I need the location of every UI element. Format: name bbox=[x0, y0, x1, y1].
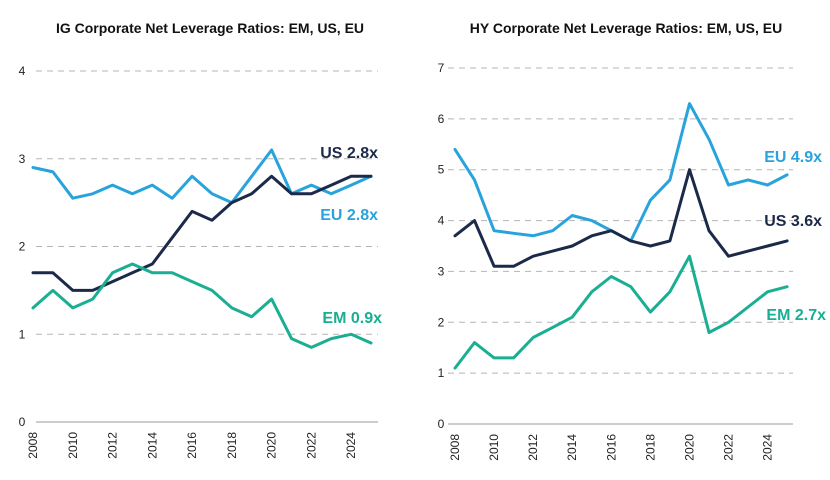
hy-chart-title: HY Corporate Net Leverage Ratios: EM, US… bbox=[470, 20, 782, 36]
hy-y-tick-label: 1 bbox=[438, 366, 445, 380]
ig-x-tick-label: 2020 bbox=[265, 432, 279, 459]
ig-y-axis-ticks: 0 1 2 3 4 bbox=[19, 64, 26, 429]
ig-x-tick-label: 2010 bbox=[66, 432, 80, 459]
hy-x-tick-label: 2014 bbox=[565, 434, 579, 461]
ig-series bbox=[31, 148, 373, 349]
ig-x-tick-label: 2016 bbox=[185, 432, 199, 459]
ig-chart-title: IG Corporate Net Leverage Ratios: EM, US… bbox=[56, 20, 364, 36]
ig-eu-label: EU 2.8x bbox=[320, 207, 378, 224]
hy-em-line bbox=[453, 254, 789, 370]
hy-y-tick-label: 0 bbox=[438, 417, 445, 431]
hy-y-tick-label: 3 bbox=[438, 264, 445, 278]
ig-em-label: EM 0.9x bbox=[322, 310, 382, 327]
hy-y-tick-label: 5 bbox=[438, 163, 445, 177]
hy-x-axis-ticks: 2008 2010 2012 2014 2016 2018 2020 2022 2024 bbox=[448, 434, 775, 461]
hy-leverage-chart: HY Corporate Net Leverage Ratios: EM, US… bbox=[438, 20, 826, 461]
ig-y-tick-label: 1 bbox=[19, 327, 26, 341]
hy-x-tick-label: 2024 bbox=[761, 434, 775, 461]
ig-us-label: US 2.8x bbox=[320, 145, 378, 162]
ig-x-tick-label: 2024 bbox=[344, 432, 358, 459]
ig-em-line bbox=[31, 262, 373, 349]
ig-eu-line bbox=[31, 148, 373, 205]
ig-leverage-chart: IG Corporate Net Leverage Ratios: EM, US… bbox=[19, 20, 382, 459]
ig-y-tick-label: 2 bbox=[19, 240, 26, 254]
ig-us-line bbox=[31, 174, 373, 292]
ig-y-tick-label: 4 bbox=[19, 64, 26, 78]
ig-y-tick-label: 3 bbox=[19, 152, 26, 166]
hy-us-line bbox=[453, 168, 789, 268]
hy-eu-label: EU 4.9x bbox=[764, 149, 822, 166]
hy-x-tick-label: 2020 bbox=[682, 434, 696, 461]
hy-series bbox=[453, 102, 789, 370]
hy-x-tick-label: 2008 bbox=[448, 434, 462, 461]
ig-x-tick-label: 2012 bbox=[106, 432, 120, 459]
hy-x-tick-label: 2010 bbox=[487, 434, 501, 461]
hy-x-tick-label: 2016 bbox=[604, 434, 618, 461]
hy-x-tick-label: 2022 bbox=[722, 434, 736, 461]
ig-x-tick-label: 2022 bbox=[304, 432, 318, 459]
hy-y-tick-label: 7 bbox=[438, 61, 445, 75]
hy-y-tick-label: 2 bbox=[438, 315, 445, 329]
hy-series-labels: EU 4.9x US 3.6x EM 2.7x bbox=[764, 149, 826, 324]
hy-y-tick-label: 4 bbox=[438, 214, 445, 228]
hy-gridlines bbox=[448, 67, 793, 425]
hy-us-label: US 3.6x bbox=[764, 213, 822, 230]
hy-y-axis-ticks: 0 1 2 3 4 5 6 7 bbox=[438, 61, 445, 431]
ig-x-tick-label: 2014 bbox=[145, 432, 159, 459]
ig-gridlines bbox=[36, 70, 378, 423]
hy-x-tick-label: 2012 bbox=[526, 434, 540, 461]
ig-x-tick-label: 2008 bbox=[26, 432, 40, 459]
ig-series-labels: US 2.8x EU 2.8x EM 0.9x bbox=[320, 145, 382, 327]
hy-em-label: EM 2.7x bbox=[766, 307, 826, 324]
hy-x-tick-label: 2018 bbox=[643, 434, 657, 461]
ig-x-tick-label: 2018 bbox=[225, 432, 239, 459]
ig-x-axis-ticks: 2008 2010 2012 2014 2016 2018 2020 2022 2024 bbox=[26, 432, 358, 459]
ig-y-tick-label: 0 bbox=[19, 415, 26, 429]
hy-y-tick-label: 6 bbox=[438, 112, 445, 126]
